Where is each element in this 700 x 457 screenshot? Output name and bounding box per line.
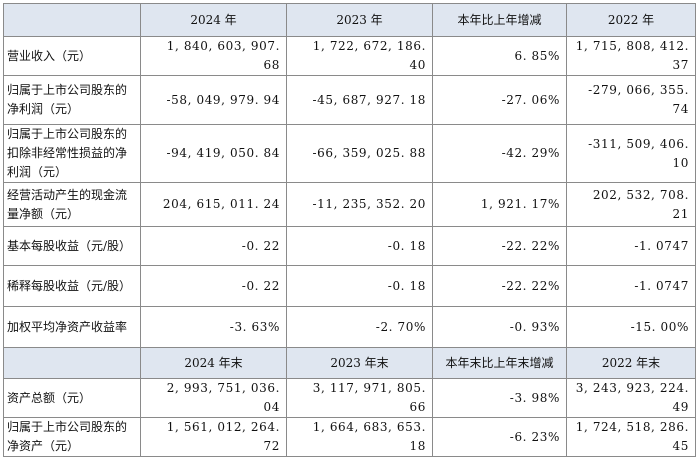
value-2024: -0. 22: [140, 226, 287, 266]
header-row-year-end: 2024 年末 2023 年末 本年末比上年末增减 2022 年末: [3, 347, 696, 379]
value-2022: -1. 0747: [566, 226, 696, 266]
value-change: -0. 93%: [432, 306, 567, 348]
value-change: -22. 22%: [432, 265, 567, 307]
value-2023: -66, 359, 025. 88: [286, 124, 433, 183]
header-cell-2023: 2023 年: [286, 3, 433, 37]
value-2022: 1, 724, 518, 286. 45: [566, 417, 696, 457]
value-2024: -3. 63%: [140, 306, 287, 348]
table-row: 加权平均净资产收益率 -3. 63% -2. 70% -0. 93% -15. …: [3, 306, 696, 348]
value-2022: -279, 066, 355. 74: [566, 75, 696, 125]
row-label: 归属于上市公司股东的净资产（元）: [3, 417, 141, 457]
header-cell-empty: [3, 3, 141, 37]
header-cell-change-end: 本年末比上年末增减: [432, 347, 567, 379]
table-row: 营业收入（元） 1, 840, 603, 907. 68 1, 722, 672…: [3, 36, 696, 76]
header-cell-empty: [3, 347, 141, 379]
value-2024: -0. 22: [140, 265, 287, 307]
value-2024: 204, 615, 011. 24: [140, 182, 287, 227]
value-2022: -1. 0747: [566, 265, 696, 307]
value-2023: 1, 722, 672, 186. 40: [286, 36, 433, 76]
value-2023: -45, 687, 927. 18: [286, 75, 433, 125]
table-row: 经营活动产生的现金流量净额（元） 204, 615, 011. 24 -11, …: [3, 182, 696, 227]
value-2022: 1, 715, 808, 412. 37: [566, 36, 696, 76]
value-2023: -11, 235, 352. 20: [286, 182, 433, 227]
row-label: 归属于上市公司股东的扣除非经常性损益的净利润（元）: [3, 124, 141, 183]
value-2022: -311, 509, 406. 10: [566, 124, 696, 183]
value-change: 6. 85%: [432, 36, 567, 76]
value-2022: 3, 243, 923, 224. 49: [566, 378, 696, 418]
table-row: 归属于上市公司股东的净资产（元） 1, 561, 012, 264. 72 1,…: [3, 417, 696, 457]
row-label: 资产总额（元）: [3, 378, 141, 418]
value-2023: 1, 664, 683, 653. 18: [286, 417, 433, 457]
value-2023: -0. 18: [286, 226, 433, 266]
table-row: 资产总额（元） 2, 993, 751, 036. 04 3, 117, 971…: [3, 378, 696, 418]
value-change: -6. 23%: [432, 417, 567, 457]
row-label: 稀释每股收益（元/股）: [3, 265, 141, 307]
table-row: 基本每股收益（元/股） -0. 22 -0. 18 -22. 22% -1. 0…: [3, 226, 696, 266]
header-cell-change: 本年比上年增减: [432, 3, 567, 37]
value-change: 1, 921. 17%: [432, 182, 567, 227]
row-label: 归属于上市公司股东的净利润（元）: [3, 75, 141, 125]
value-2024: -94, 419, 050. 84: [140, 124, 287, 183]
financial-summary-table: 2024 年 2023 年 本年比上年增减 2022 年 营业收入（元） 1, …: [3, 3, 696, 457]
header-cell-2024-end: 2024 年末: [140, 347, 287, 379]
value-2023: -2. 70%: [286, 306, 433, 348]
table-row: 归属于上市公司股东的净利润（元） -58, 049, 979. 94 -45, …: [3, 75, 696, 125]
header-row-annual: 2024 年 2023 年 本年比上年增减 2022 年: [3, 3, 696, 37]
value-2022: 202, 532, 708. 21: [566, 182, 696, 227]
financial-table-container: 2024 年 2023 年 本年比上年增减 2022 年 营业收入（元） 1, …: [3, 3, 696, 457]
row-label: 基本每股收益（元/股）: [3, 226, 141, 266]
table-row: 归属于上市公司股东的扣除非经常性损益的净利润（元） -94, 419, 050.…: [3, 124, 696, 183]
value-change: -27. 06%: [432, 75, 567, 125]
value-2022: -15. 00%: [566, 306, 696, 348]
table-row: 稀释每股收益（元/股） -0. 22 -0. 18 -22. 22% -1. 0…: [3, 265, 696, 307]
value-2023: 3, 117, 971, 805. 66: [286, 378, 433, 418]
row-label: 营业收入（元）: [3, 36, 141, 76]
value-2024: 1, 840, 603, 907. 68: [140, 36, 287, 76]
header-cell-2022: 2022 年: [566, 3, 696, 37]
row-label: 加权平均净资产收益率: [3, 306, 141, 348]
value-change: -3. 98%: [432, 378, 567, 418]
value-change: -42. 29%: [432, 124, 567, 183]
row-label: 经营活动产生的现金流量净额（元）: [3, 182, 141, 227]
value-2024: -58, 049, 979. 94: [140, 75, 287, 125]
header-cell-2024: 2024 年: [140, 3, 287, 37]
value-change: -22. 22%: [432, 226, 567, 266]
value-2024: 2, 993, 751, 036. 04: [140, 378, 287, 418]
value-2023: -0. 18: [286, 265, 433, 307]
header-cell-2022-end: 2022 年末: [566, 347, 696, 379]
header-cell-2023-end: 2023 年末: [286, 347, 433, 379]
value-2024: 1, 561, 012, 264. 72: [140, 417, 287, 457]
